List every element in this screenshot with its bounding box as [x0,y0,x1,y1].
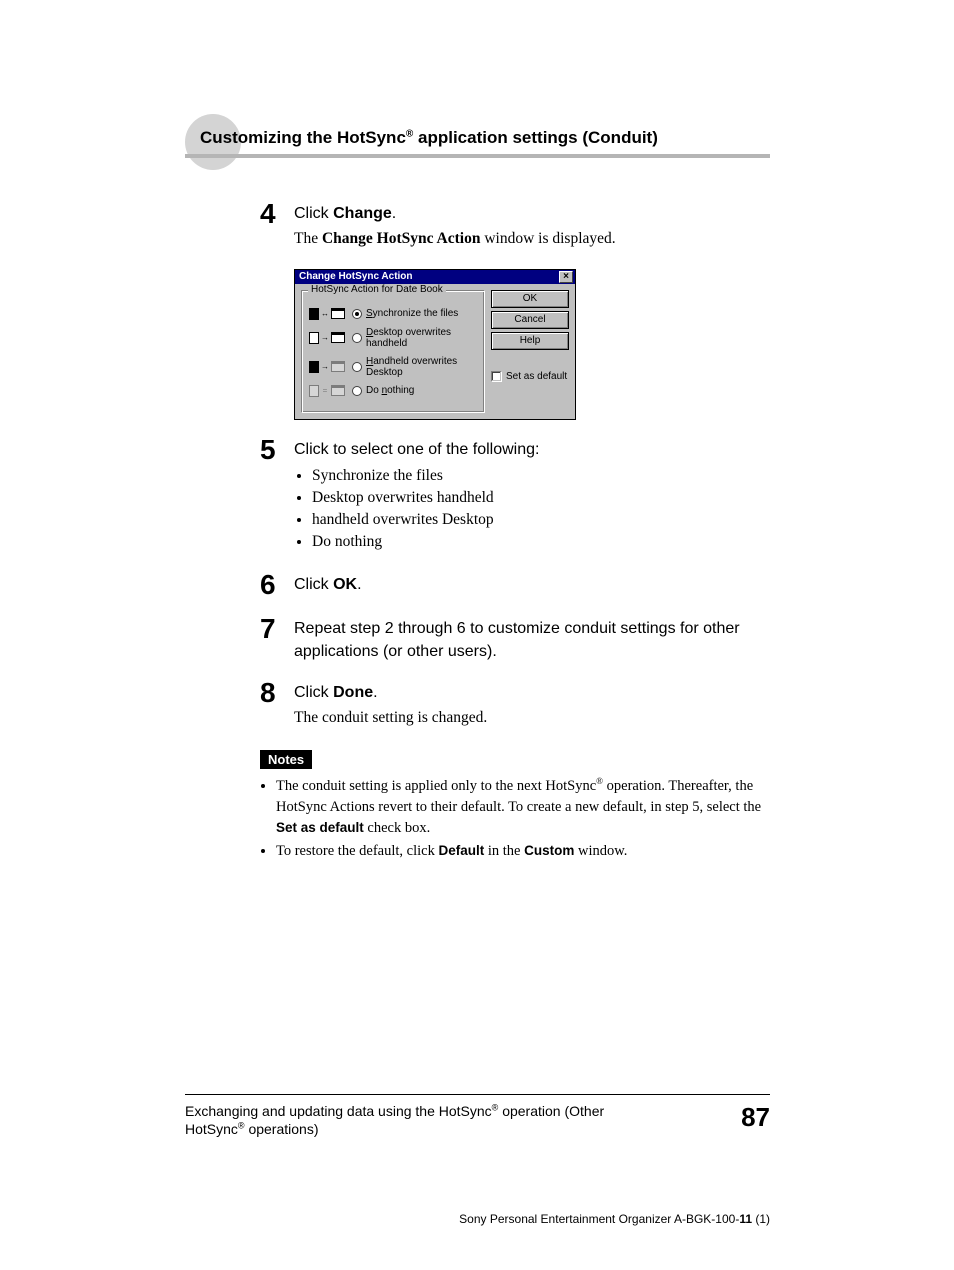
radio-icon[interactable] [352,309,362,319]
change-hotsync-dialog: Change HotSync Action × HotSync Action f… [294,269,576,420]
notes-section: Notes The conduit setting is applied onl… [260,750,770,862]
step-number: 7 [260,615,294,643]
section-headline: Customizing the HotSync® application set… [185,128,770,158]
dialog-titlebar: Change HotSync Action × [295,270,575,284]
cancel-button[interactable]: Cancel [491,311,569,329]
step-sub: The conduit setting is changed. [294,707,770,729]
radio-icon[interactable] [352,333,362,343]
step-number: 6 [260,571,294,599]
step-5: 5 Click to select one of the following: … [260,438,770,555]
step-5-options: Synchronize the files Desktop overwrites… [294,467,770,551]
step-6: 6 Click OK. [260,573,770,599]
sync-icon: ↔ [308,308,346,320]
help-button[interactable]: Help [491,332,569,350]
dialog-option-handheld-overwrites[interactable]: → Handheld overwrites Desktop [308,356,478,378]
footer-text: Exchanging and updating data using the H… [185,1102,645,1138]
dialog-group-title: HotSync Action for Date Book [308,284,446,295]
list-item: Do nothing [312,533,770,551]
step-sub: The Change HotSync Action window is disp… [294,228,770,250]
set-default-checkbox-row[interactable]: Set as default [491,371,569,382]
step-lead: Repeat step 2 through 6 to customize con… [294,617,770,663]
list-item: Desktop overwrites handheld [312,489,770,507]
dialog-option-desktop-overwrites[interactable]: → Desktop overwrites handheld [308,327,478,349]
headline-post: application settings (Conduit) [413,128,658,147]
checkbox-icon[interactable] [491,371,502,382]
notes-label: Notes [260,750,312,769]
step-number: 4 [260,200,294,228]
do-nothing-icon: = [308,385,346,397]
ok-button[interactable]: OK [491,290,569,308]
dialog-option-do-nothing[interactable]: = Do nothing [308,385,478,397]
footer-rule [185,1094,770,1095]
page-footer: Exchanging and updating data using the H… [185,1102,770,1138]
handheld-overwrites-icon: → [308,361,346,373]
step-number: 8 [260,679,294,707]
radio-icon[interactable] [352,386,362,396]
checkbox-label: Set as default [506,371,567,382]
radio-icon[interactable] [352,362,362,372]
step-4: 4 Click Change. The Change HotSync Actio… [260,202,770,251]
step-lead: Click to select one of the following: [294,438,770,461]
document-id-line: Sony Personal Entertainment Organizer A-… [185,1212,770,1226]
close-icon[interactable]: × [559,271,573,283]
list-item: handheld overwrites Desktop [312,511,770,529]
option-label: Desktop overwrites handheld [366,327,478,349]
step-number: 5 [260,436,294,464]
desktop-overwrites-icon: → [308,332,346,344]
dialog-group: HotSync Action for Date Book ↔ Synchroni… [301,290,485,413]
notes-item: To restore the default, click Default in… [276,841,770,862]
option-label: Do nothing [366,385,414,396]
step-lead: Click Change. [294,202,770,225]
list-item: Synchronize the files [312,467,770,485]
step-8: 8 Click Done. The conduit setting is cha… [260,681,770,730]
dialog-title: Change HotSync Action [299,271,413,282]
notes-item: The conduit setting is applied only to t… [276,775,770,839]
option-label: Synchronize the files [366,308,458,319]
step-lead: Click Done. [294,681,770,704]
step-7: 7 Repeat step 2 through 6 to customize c… [260,617,770,663]
page-number: 87 [741,1102,770,1133]
option-label: Handheld overwrites Desktop [366,356,478,378]
step-lead: Click OK. [294,573,770,596]
headline-pre: Customizing the HotSync [200,128,406,147]
dialog-option-sync[interactable]: ↔ Synchronize the files [308,308,478,320]
